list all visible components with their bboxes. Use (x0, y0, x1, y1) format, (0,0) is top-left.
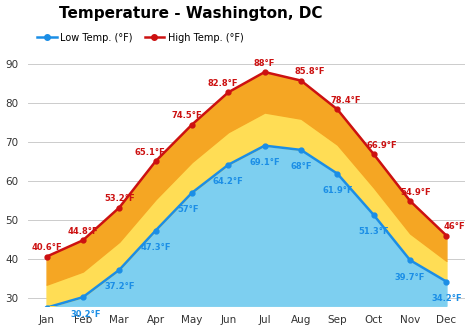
Text: 54.9°F: 54.9°F (401, 188, 431, 197)
Text: 34.2°F: 34.2°F (431, 294, 462, 303)
Text: 61.9°F: 61.9°F (322, 186, 353, 195)
Text: 88°F: 88°F (254, 59, 275, 68)
Text: 44.8°F: 44.8°F (68, 227, 98, 236)
Text: 47.3°F: 47.3°F (140, 243, 171, 252)
Text: 66.9°F: 66.9°F (367, 141, 397, 150)
Text: 78.4°F: 78.4°F (330, 96, 361, 105)
Text: 65.1°F: 65.1°F (135, 148, 165, 157)
Text: 46°F: 46°F (444, 222, 465, 231)
Legend: Low Temp. (°F), High Temp. (°F): Low Temp. (°F), High Temp. (°F) (33, 29, 247, 47)
Text: 74.5°F: 74.5°F (171, 112, 202, 120)
Text: 69.1°F: 69.1°F (249, 158, 280, 167)
Text: 37.2°F: 37.2°F (104, 282, 135, 291)
Text: Temperature - Washington, DC: Temperature - Washington, DC (59, 6, 322, 21)
Text: 39.7°F: 39.7°F (395, 273, 425, 282)
Text: 85.8°F: 85.8°F (294, 68, 325, 76)
Text: 82.8°F: 82.8°F (208, 79, 238, 88)
Text: 64.2°F: 64.2°F (213, 177, 244, 186)
Text: 51.3°F: 51.3°F (358, 227, 389, 236)
Text: 30.2°F: 30.2°F (71, 310, 101, 319)
Text: 68°F: 68°F (290, 163, 312, 171)
Text: 57°F: 57°F (177, 205, 199, 214)
Text: 27.5°F: 27.5°F (0, 330, 1, 331)
Text: 53.2°F: 53.2°F (104, 194, 135, 204)
Text: 40.6°F: 40.6°F (31, 244, 62, 253)
